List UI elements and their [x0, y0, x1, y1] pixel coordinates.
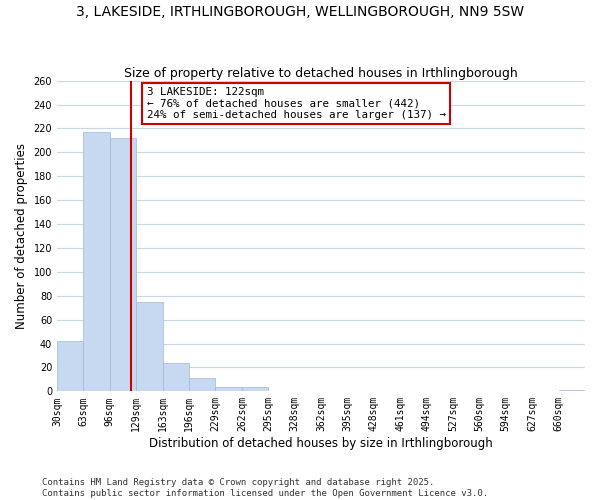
- Bar: [110, 138, 136, 392]
- Bar: [189, 378, 215, 392]
- Bar: [163, 362, 189, 392]
- Bar: [215, 386, 242, 392]
- Bar: [136, 302, 163, 392]
- Y-axis label: Number of detached properties: Number of detached properties: [15, 143, 28, 329]
- Text: Contains HM Land Registry data © Crown copyright and database right 2025.
Contai: Contains HM Land Registry data © Crown c…: [42, 478, 488, 498]
- Bar: [83, 132, 110, 392]
- Text: 3 LAKESIDE: 122sqm
← 76% of detached houses are smaller (442)
24% of semi-detach: 3 LAKESIDE: 122sqm ← 76% of detached hou…: [147, 87, 446, 120]
- Text: 3, LAKESIDE, IRTHLINGBOROUGH, WELLINGBOROUGH, NN9 5SW: 3, LAKESIDE, IRTHLINGBOROUGH, WELLINGBOR…: [76, 5, 524, 19]
- Title: Size of property relative to detached houses in Irthlingborough: Size of property relative to detached ho…: [124, 66, 518, 80]
- Bar: [57, 341, 83, 392]
- Bar: [559, 390, 585, 392]
- Bar: [242, 386, 268, 392]
- X-axis label: Distribution of detached houses by size in Irthlingborough: Distribution of detached houses by size …: [149, 437, 493, 450]
